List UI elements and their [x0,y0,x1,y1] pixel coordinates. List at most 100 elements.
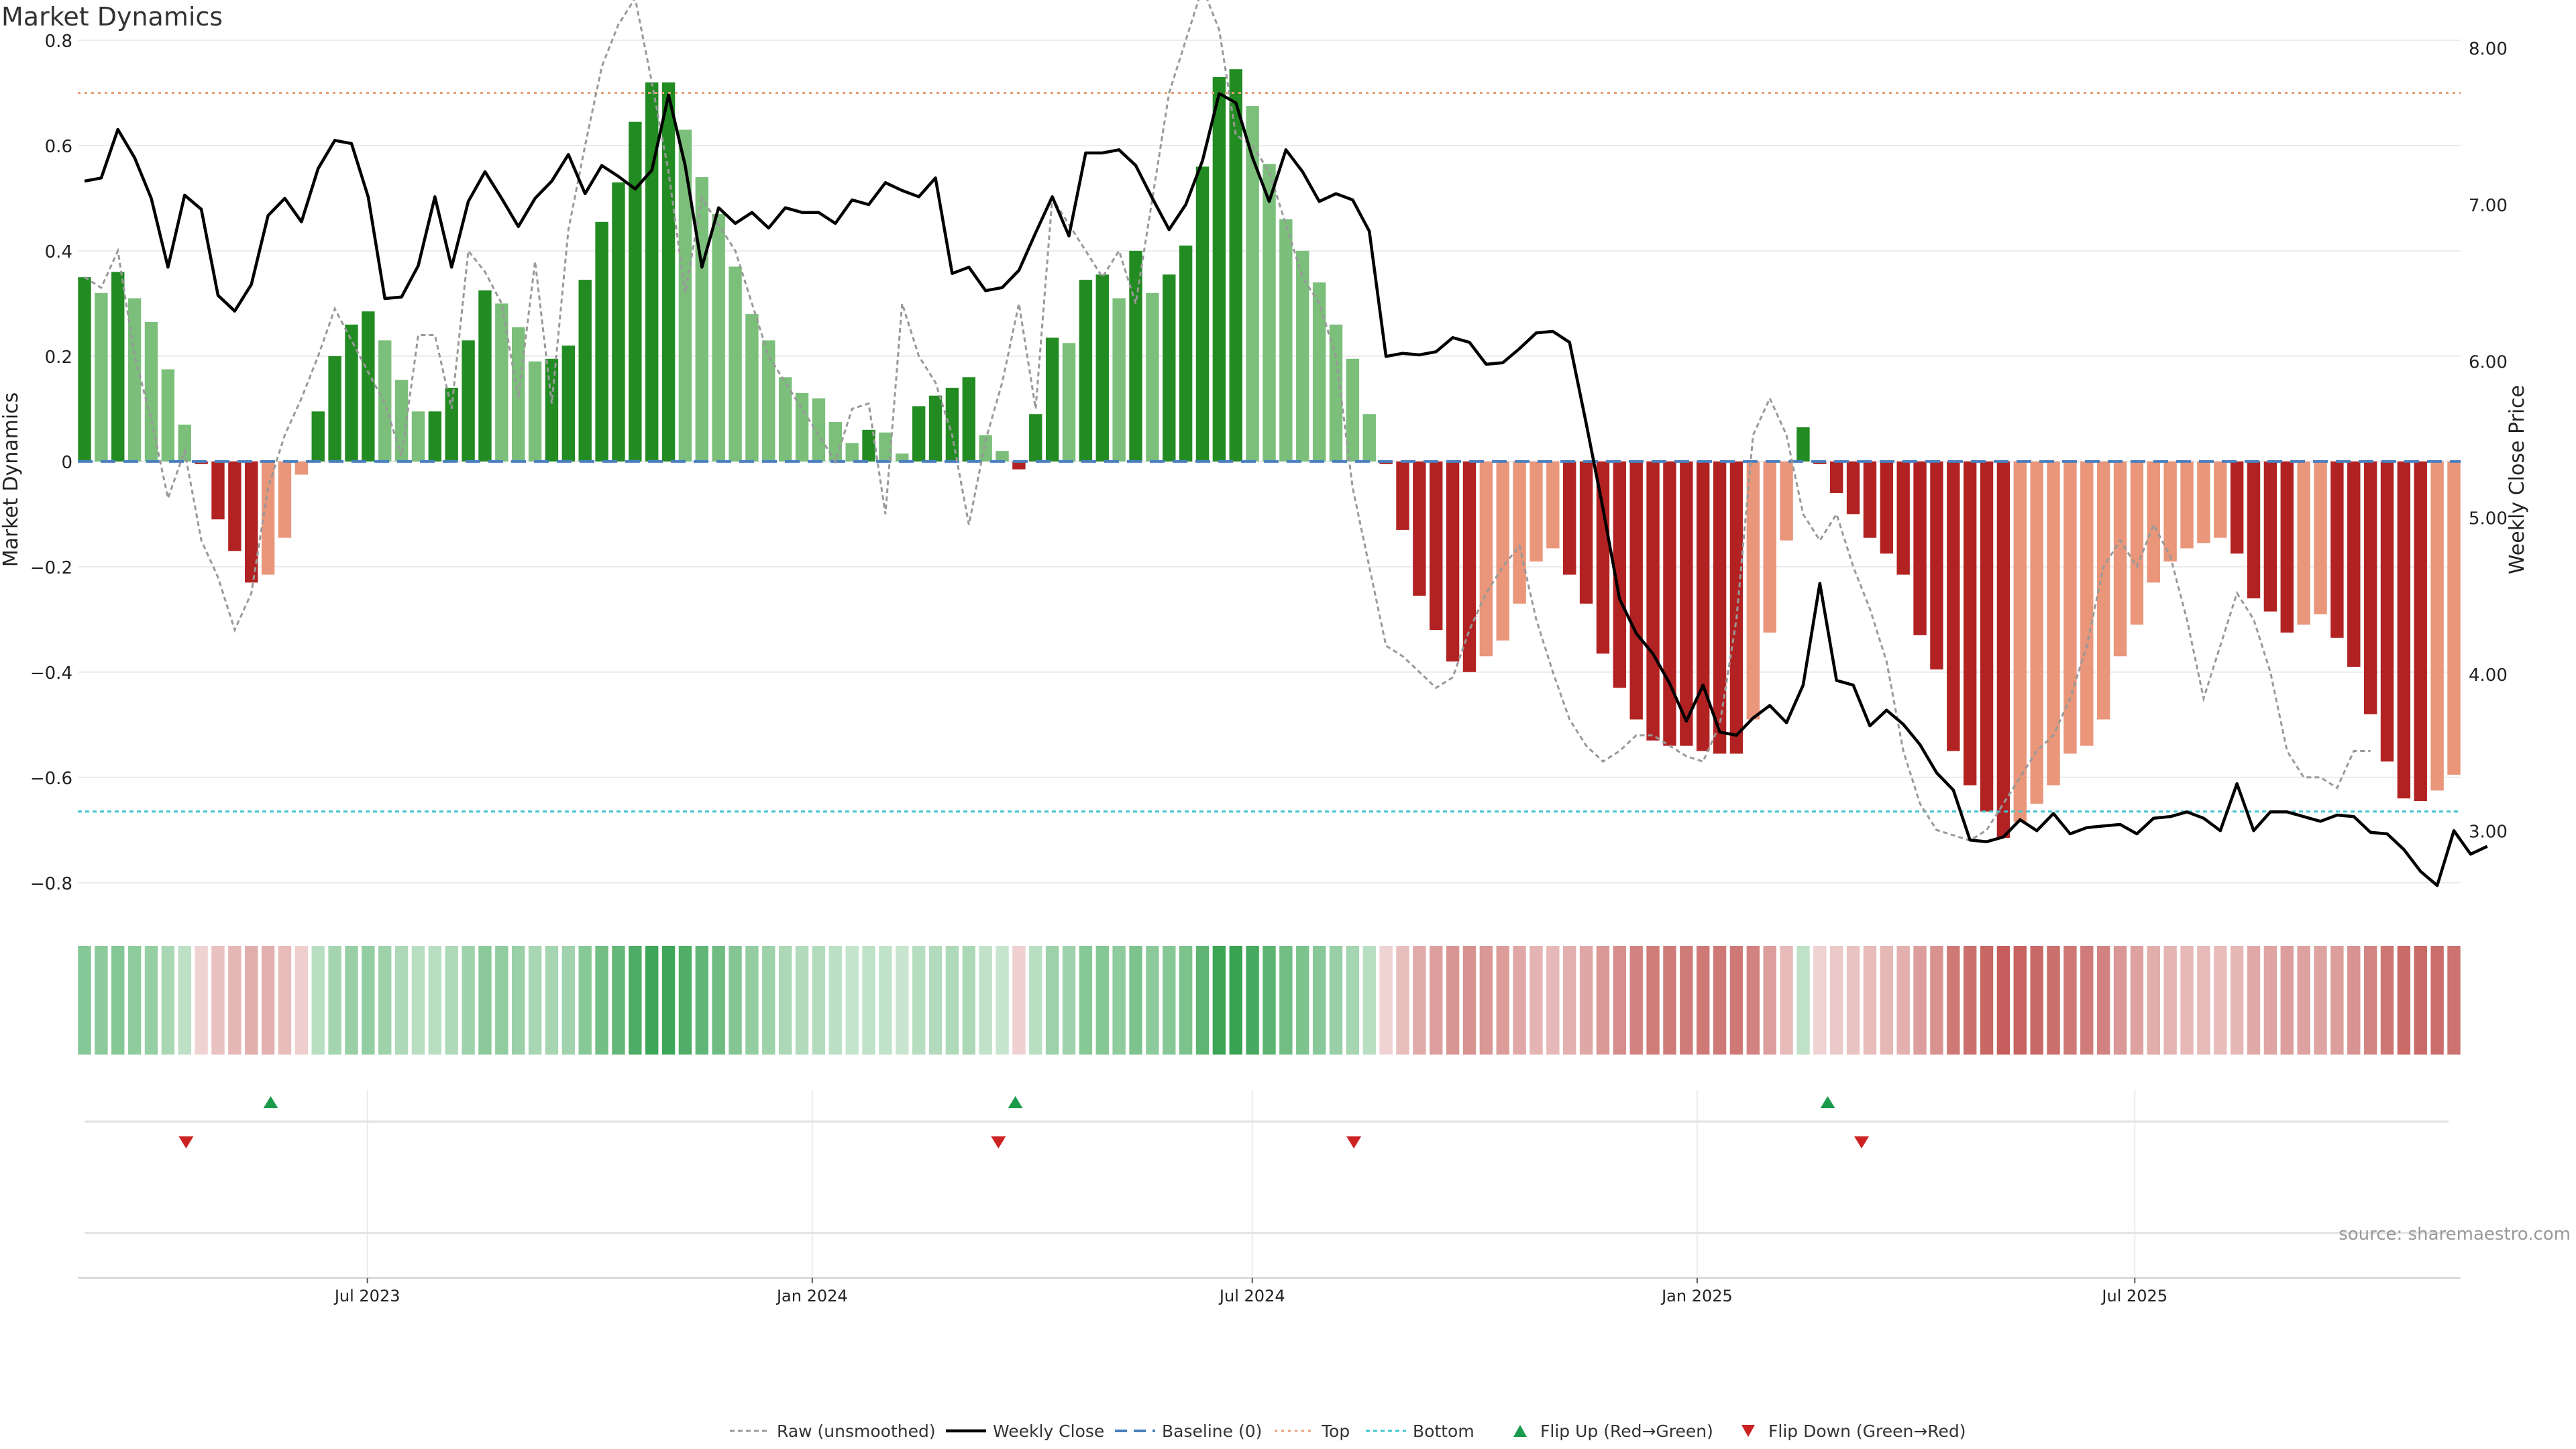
legend-label: Flip Down (Green→Red) [1768,1421,1966,1441]
legend-label: Top [1321,1421,1350,1441]
dynamics-bar [1930,461,1943,669]
series-lines [84,0,2488,888]
dynamics-bar [996,451,1009,462]
heat-cell [1646,946,1660,1055]
heat-cell [1896,946,1910,1055]
dynamics-bars [78,69,2461,839]
dynamics-bar [411,411,425,462]
dynamics-bar [2063,461,2077,754]
dynamics-bar [962,377,975,462]
dynamics-bar [1846,461,1860,515]
dynamics-bar [211,461,225,520]
dynamics-bar [1996,461,2010,839]
heat-cell [1663,946,1676,1055]
dynamics-bar [528,361,542,462]
heat-cell [245,946,258,1055]
heat-cell [812,946,826,1055]
heat-cell [2280,946,2294,1055]
heat-cell [1045,946,1059,1055]
heat-cell [1263,946,1276,1055]
dynamics-bar [729,266,742,462]
dynamics-bar [1713,461,1727,754]
dynamics-bar [695,177,709,462]
heat-cell [1095,946,1109,1055]
heat-cell [2197,946,2210,1055]
dynamics-bar [762,340,775,462]
heat-cell [1146,946,1159,1055]
dynamics-bar [362,311,375,462]
heat-cell [1012,946,1026,1055]
dynamics-bar [1413,461,1426,596]
dynamics-bar [462,340,475,462]
dynamics-bar [161,369,175,462]
heat-cell [278,946,292,1055]
legend-item-baseline: Baseline (0) [1115,1421,1262,1441]
heat-cell [2130,946,2144,1055]
heat-cell [1996,946,2010,1055]
dynamics-bar [2363,461,2377,714]
flip-down-marker [178,1136,194,1148]
heat-cell [362,946,375,1055]
heat-cell [2414,946,2427,1055]
heat-cell [1596,946,1610,1055]
heat-cell [729,946,742,1055]
dynamics-bar [1129,250,1142,462]
legend-item-top: Top [1275,1421,1350,1441]
heat-cell [2397,946,2411,1055]
dynamics-bar [294,461,309,475]
dynamics-bar [712,214,725,462]
dynamics-bar [1195,166,1210,462]
heat-cell [1396,946,1409,1055]
left-axis-label: Market Dynamics [0,392,23,568]
heat-cell [428,946,442,1055]
right-tick-label: 5.00 [2469,509,2508,529]
legend-label: Flip Up (Red→Green) [1540,1421,1713,1441]
right-tick-label: 4.00 [2469,665,2508,686]
dynamics-bar [1546,461,1560,549]
dynamics-bar [278,461,292,538]
heat-cell [1930,946,1943,1055]
dynamics-bar [1462,461,1477,672]
heat-cell [1062,946,1076,1055]
dynamics-bar [1045,337,1059,462]
heat-cell [1379,946,1393,1055]
heat-cell [778,946,792,1055]
left-tick-label: 0.6 [45,137,72,157]
dynamics-bar [1179,246,1193,462]
heat-cell [2380,946,2394,1055]
heat-cell [912,946,926,1055]
heat-cell [95,946,108,1055]
dynamics-bar [2013,461,2027,822]
dynamics-bar [1062,343,1076,462]
heat-cell [1579,946,1593,1055]
heat-cell [111,946,125,1055]
left-tick-label: 0.2 [45,347,72,368]
heat-cell [1413,946,1426,1055]
dynamics-bar [1112,298,1126,462]
reference-lines [78,91,2461,813]
heat-cell [2247,946,2261,1055]
dynamics-bar [1396,461,1409,530]
legend-flip-down-icon [1741,1425,1755,1437]
chart-title: Market Dynamics [1,2,223,32]
dynamics-bar [1697,461,1710,751]
heat-cell [2447,946,2461,1055]
heat-cell [1746,946,1760,1055]
heat-cell [2030,946,2043,1055]
dynamics-bar [578,280,592,462]
heat-cell [1079,946,1093,1055]
flip-up-marker [1008,1096,1023,1108]
heat-cell [261,946,275,1055]
dynamics-bar [645,82,659,462]
dynamics-bar [561,345,576,462]
heat-cell [1479,946,1493,1055]
heat-cell [528,946,542,1055]
heat-cell [661,946,676,1055]
heat-cell [1212,946,1226,1055]
dynamics-bar [1446,461,1460,662]
heat-cell [2314,946,2327,1055]
dynamics-bar [2163,461,2177,561]
heat-cell [1112,946,1126,1055]
dynamics-bar [1863,461,1877,538]
